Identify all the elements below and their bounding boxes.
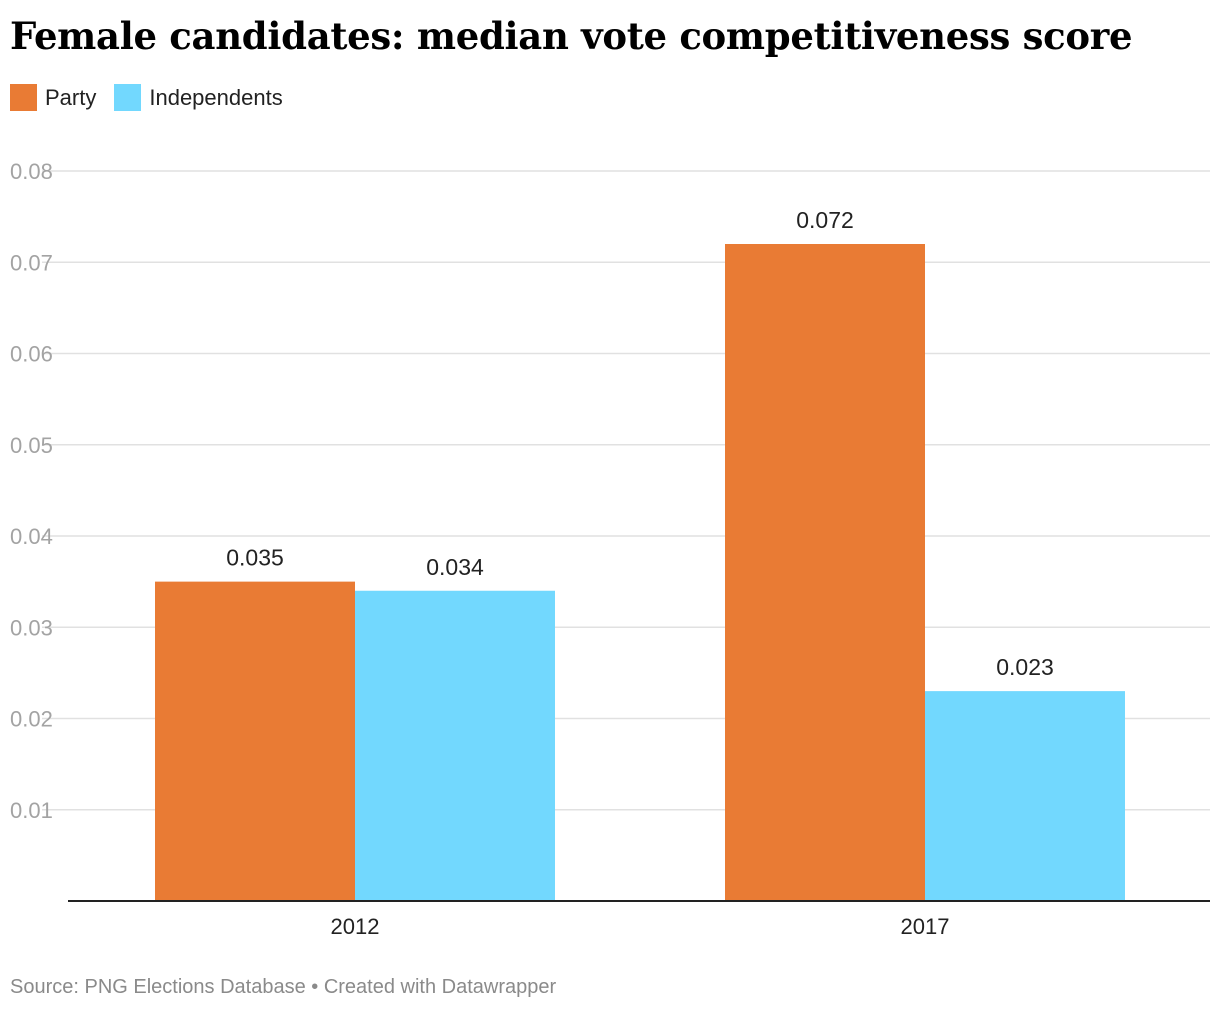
footer-separator: •: [305, 976, 324, 998]
x-tick-label: 2017: [901, 914, 950, 939]
y-tick-label: 0.07: [10, 250, 53, 275]
data-label: 0.034: [426, 554, 484, 580]
data-label: 0.035: [226, 545, 284, 571]
data-label: 0.023: [996, 654, 1054, 680]
bar-independents-2012: [355, 590, 555, 901]
footer: Source: PNG Elections Database • Created…: [10, 976, 556, 999]
data-label: 0.072: [796, 207, 854, 233]
bar-party-2017: [725, 244, 925, 901]
y-tick-label: 0.05: [10, 433, 53, 458]
y-tick-label: 0.04: [10, 524, 53, 549]
y-tick-label: 0.08: [10, 159, 53, 184]
x-tick-label: 2012: [331, 914, 380, 939]
legend-item-party: Party: [10, 84, 96, 111]
bar-chart: 0.01 0.02 0.03 0.04 0.05 0.06 0.07 0.08 0.035 0.0…: [10, 159, 1210, 939]
legend-label-party: Party: [45, 84, 97, 110]
y-tick-label: 0.01: [10, 798, 53, 823]
legend-item-independents: Independents: [114, 84, 283, 111]
credit-text: Created with Datawrapper: [323, 976, 557, 998]
legend-swatch-party: [10, 84, 37, 111]
bar-independents-2017: [925, 691, 1125, 901]
legend-label-independents: Independents: [149, 84, 283, 110]
y-tick-label: 0.03: [10, 615, 53, 640]
y-tick-label: 0.06: [10, 342, 53, 367]
legend: Party Independents: [10, 84, 301, 111]
legend-swatch-independents: [114, 84, 142, 111]
chart-title: Female candidates: median vote competiti…: [10, 14, 1133, 58]
bar-party-2012: [155, 581, 355, 901]
source-text: Source: PNG Elections Database: [10, 976, 306, 998]
y-tick-label: 0.02: [10, 707, 53, 732]
